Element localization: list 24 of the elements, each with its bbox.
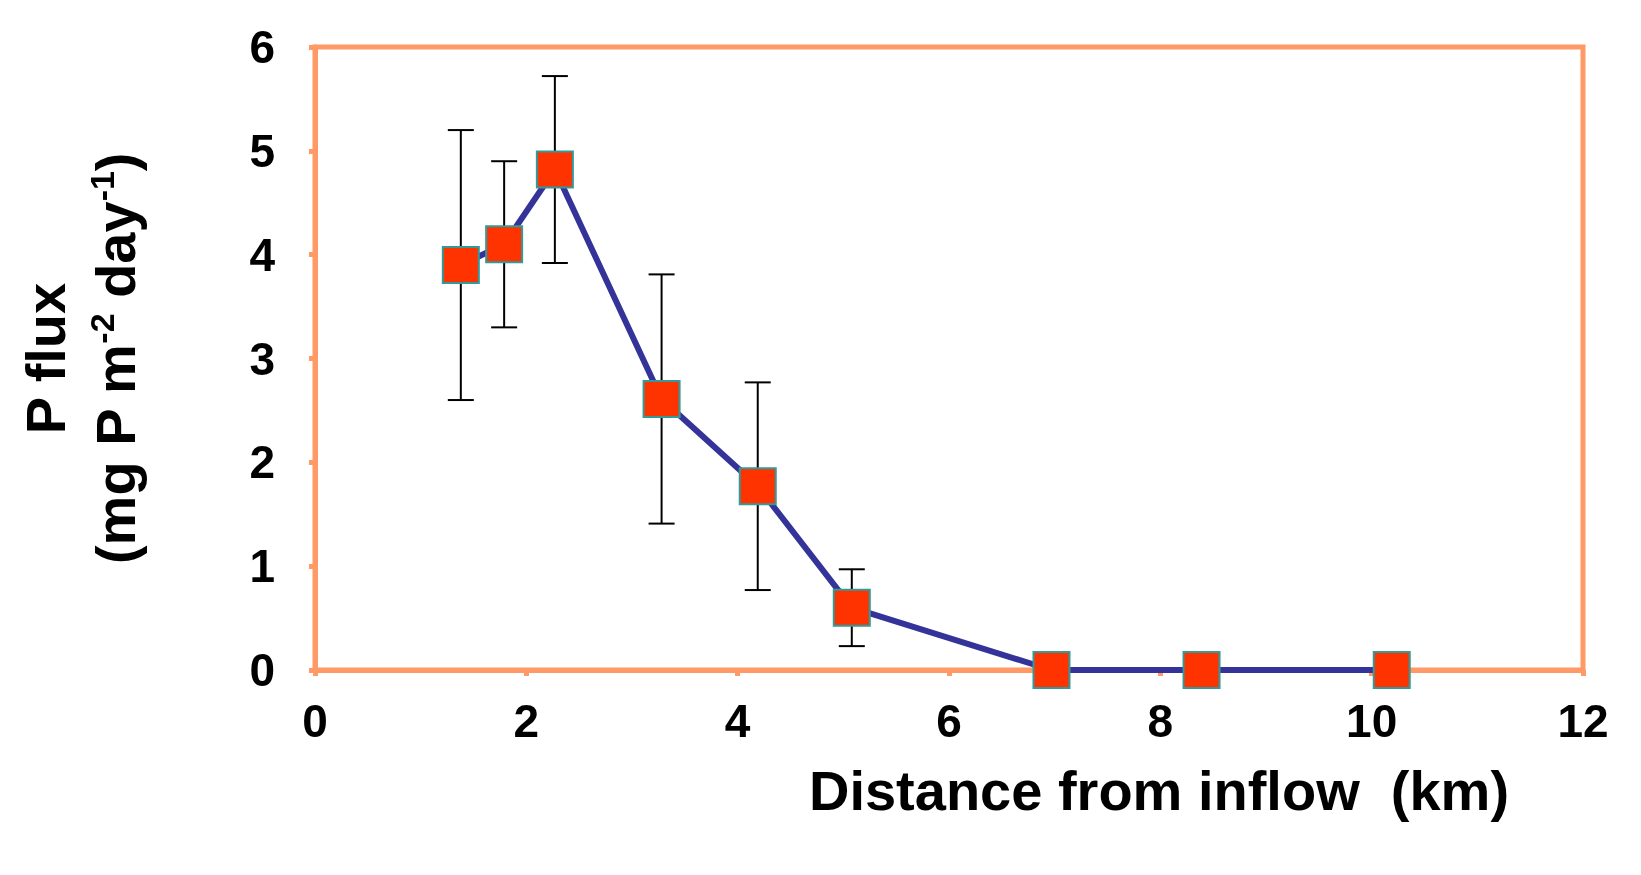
point (832, 588, 871, 627)
point (1032, 651, 1071, 689)
y-tick-label: 4 (249, 228, 276, 281)
x-tick-label: 4 (724, 695, 751, 747)
y-tick-label: 5 (249, 124, 275, 177)
point (1182, 651, 1221, 689)
x-tick-label: 10 (1346, 695, 1398, 747)
x-tick-label: 12 (1557, 695, 1609, 747)
point (738, 467, 777, 506)
x-tick-label: 2 (513, 695, 540, 747)
point (441, 246, 480, 285)
x-tick-label: 0 (302, 695, 328, 747)
x-tick-label: 8 (1147, 695, 1174, 747)
point (1372, 651, 1411, 689)
point (485, 225, 524, 264)
y-tick-label: 0 (249, 644, 275, 696)
y-tick-label: 2 (249, 436, 275, 489)
point (535, 150, 574, 189)
y-tick-label: 3 (249, 332, 275, 385)
y-tick-label: 6 (249, 21, 275, 73)
point (642, 379, 681, 418)
y-tick-label: 1 (249, 540, 275, 593)
x-tick-label: 6 (936, 695, 962, 747)
x-axis-title: Distance from inflow (km) (808, 758, 1510, 822)
